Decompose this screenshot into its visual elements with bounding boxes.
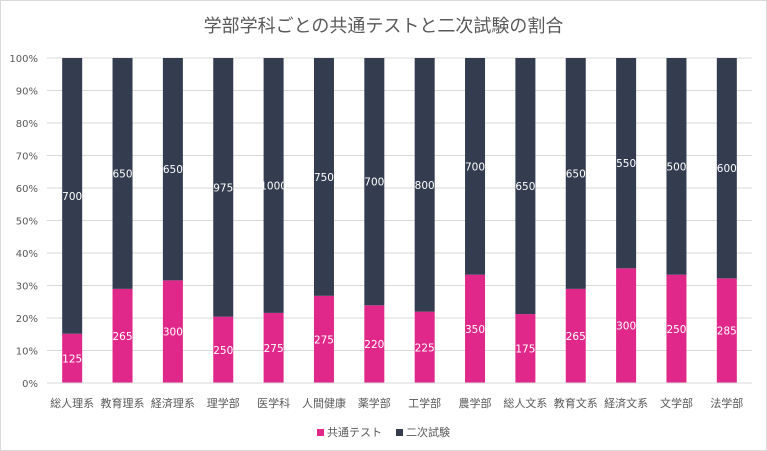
data-label: 650 [515, 181, 535, 193]
data-label: 800 [415, 180, 435, 192]
legend-label: 共通テスト [327, 426, 382, 439]
bar-segment-common-test [716, 278, 737, 383]
x-tick-label: 人間健康 [302, 396, 346, 410]
data-label: 600 [717, 163, 737, 175]
data-label: 275 [264, 343, 284, 355]
x-tick-label: 薬学部 [358, 396, 391, 410]
data-label: 125 [62, 353, 82, 365]
bar-segment-second-exam [62, 58, 83, 334]
y-tick-label: 70% [16, 152, 38, 163]
bar-segment-common-test [565, 288, 586, 383]
data-label: 250 [213, 345, 233, 357]
legend-swatch [317, 428, 324, 436]
x-tick-label: 農学部 [459, 396, 492, 410]
data-label: 350 [465, 324, 485, 336]
data-label: 700 [62, 191, 82, 203]
y-tick-label: 50% [16, 217, 38, 228]
y-tick-label: 90% [16, 87, 38, 98]
y-tick-label: 20% [16, 314, 38, 325]
x-tick-label: 理学部 [207, 396, 240, 410]
data-label: 650 [163, 164, 183, 176]
x-tick-label: 教育文系 [554, 396, 598, 410]
data-label: 285 [717, 326, 737, 338]
bar-segment-common-test [364, 305, 385, 383]
data-label: 250 [666, 324, 686, 336]
bar-segment-second-exam [213, 58, 234, 317]
bar-segment-second-exam [616, 58, 637, 269]
data-label: 300 [616, 321, 636, 333]
data-label: 975 [213, 182, 233, 194]
bar-segment-second-exam [263, 58, 284, 313]
bar-segment-second-exam [666, 58, 687, 275]
bar-segment-common-test [263, 312, 284, 383]
x-tick-label: 教育理系 [101, 396, 145, 410]
data-label: 650 [113, 168, 133, 180]
data-label: 220 [364, 339, 384, 351]
bar-segment-common-test [515, 314, 536, 383]
y-tick-label: 60% [16, 184, 38, 195]
x-tick-label: 文学部 [660, 396, 693, 410]
data-label: 265 [113, 331, 133, 343]
bar-segment-common-test [465, 274, 486, 383]
legend-item-common-test[interactable]: 共通テスト [317, 424, 382, 440]
legend-swatch [396, 428, 403, 436]
chart-title: 学部学科ごとの共通テストと二次試験の割合 [203, 16, 564, 37]
legend-label: 二次試験 [406, 426, 450, 439]
bar-segment-second-exam [162, 58, 183, 281]
data-label: 550 [616, 158, 636, 170]
bar-segment-second-exam [565, 58, 586, 289]
x-tick-label: 経済理系 [151, 396, 195, 410]
x-tick-label: 工学部 [408, 396, 441, 410]
data-label: 650 [566, 168, 586, 180]
x-tick-label: 総人理系 [50, 396, 94, 410]
bar-segment-common-test [62, 333, 83, 383]
y-tick-label: 30% [16, 282, 38, 293]
y-tick-label: 80% [16, 119, 38, 130]
bar-segment-common-test [313, 295, 334, 383]
x-tick-label: 経済文系 [604, 396, 648, 410]
bar-segment-second-exam [313, 58, 334, 296]
data-label: 275 [314, 334, 334, 346]
bar-segment-common-test [213, 316, 234, 383]
x-tick-label: 医学科 [257, 396, 290, 410]
data-label: 1000 [260, 180, 287, 192]
bar-segment-second-exam [414, 58, 435, 312]
bar-segment-common-test [414, 311, 435, 383]
y-tick-label: 10% [16, 347, 38, 358]
data-label: 700 [364, 177, 384, 189]
data-label: 500 [666, 161, 686, 173]
legend-item-second-exam[interactable]: 二次試験 [396, 424, 450, 440]
y-tick-label: 0% [22, 379, 38, 390]
data-label: 700 [465, 161, 485, 173]
bar-segment-second-exam [465, 58, 486, 275]
bar-segment-second-exam [364, 58, 385, 306]
y-tick-label: 100% [9, 54, 38, 65]
y-tick-label: 40% [16, 249, 38, 260]
bar-segment-common-test [616, 268, 637, 383]
bar-segment-second-exam [716, 58, 737, 279]
data-label: 300 [163, 327, 183, 339]
bar-segment-second-exam [112, 58, 133, 289]
data-label: 225 [415, 342, 435, 354]
x-tick-label: 総人文系 [503, 396, 547, 410]
bar-segment-common-test [666, 274, 687, 383]
x-tick-label: 法学部 [710, 396, 743, 410]
data-label: 175 [515, 344, 535, 356]
data-label: 750 [314, 172, 334, 184]
bar-segment-second-exam [515, 58, 536, 315]
bar-segment-common-test [162, 280, 183, 383]
legend: 共通テスト 二次試験 [0, 424, 767, 440]
data-label: 265 [566, 331, 586, 343]
bar-segment-common-test [112, 288, 133, 383]
